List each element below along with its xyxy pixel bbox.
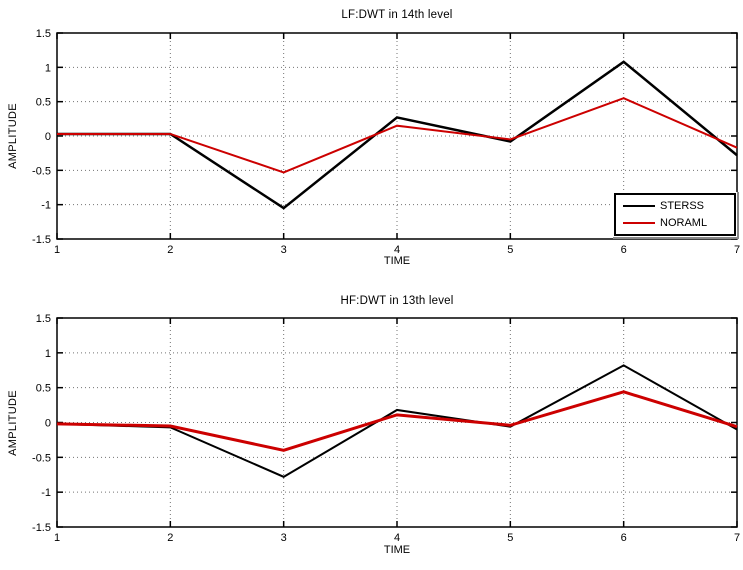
- svg-text:6: 6: [621, 532, 627, 544]
- svg-text:5: 5: [507, 244, 513, 256]
- svg-text:-1: -1: [41, 487, 51, 499]
- svg-text:1.5: 1.5: [36, 28, 51, 40]
- svg-text:0: 0: [45, 131, 51, 143]
- legend-label-noraml: NORAML: [660, 217, 708, 229]
- sterss-line-sample: [623, 204, 655, 208]
- svg-text:-1: -1: [41, 200, 51, 212]
- svg-text:1: 1: [54, 532, 60, 544]
- svg-text:0.5: 0.5: [36, 383, 51, 395]
- svg-text:6: 6: [621, 244, 627, 256]
- svg-text:1: 1: [54, 244, 60, 256]
- lf-plot-title: LF:DWT in 14th level: [341, 9, 453, 21]
- svg-text:0.5: 0.5: [36, 97, 51, 109]
- svg-text:5: 5: [507, 532, 513, 544]
- svg-text:1.5: 1.5: [36, 313, 51, 325]
- hf-x-axis-label: TIME: [383, 544, 411, 556]
- svg-text:-1.5: -1.5: [32, 522, 51, 534]
- lf-y-axis-label: AMPLITUDE: [7, 103, 19, 169]
- noraml-line-sample: [623, 222, 655, 224]
- subplot-hf-dwt: 1 2 3 4 5 6 7 1.5 1 0.5 0 -0.5 -1 -1.5 HF:DWT in 13th…: [0, 285, 743, 570]
- svg-text:4: 4: [394, 244, 400, 256]
- hf-y-axis-label: AMPLITUDE: [7, 390, 19, 456]
- svg-text:7: 7: [734, 244, 740, 256]
- lf-x-axis-label: TIME: [383, 255, 411, 267]
- subplot-lf-dwt: 1 2 3 4 5 6 7 1.5 1 0.5 0 -0.5 -1 -1.5 LF:DWT in 14th…: [7, 9, 740, 267]
- svg-text:-1.5: -1.5: [32, 234, 51, 246]
- hf-plot-canvas: 1 2 3 4 5 6 7 1.5 1 0.5 0 -0.5 -1 -1.5: [32, 313, 740, 544]
- svg-text:3: 3: [281, 244, 287, 256]
- lf-plot-canvas: 1 2 3 4 5 6 7 1.5 1 0.5 0 -0.5 -1 -1.5: [32, 28, 740, 256]
- svg-text:1: 1: [45, 62, 51, 74]
- svg-text:7: 7: [734, 532, 740, 544]
- legend-entry-sterss: STERSS: [623, 200, 727, 212]
- legend-entry-noraml: NORAML: [623, 217, 727, 229]
- legend-label-sterss: STERSS: [660, 200, 705, 212]
- svg-text:-0.5: -0.5: [32, 165, 51, 177]
- legend: STERSS NORAML: [614, 193, 736, 236]
- svg-text:1: 1: [45, 348, 51, 360]
- hf-plot-title: HF:DWT in 13th level: [340, 295, 454, 307]
- svg-text:3: 3: [281, 532, 287, 544]
- svg-text:2: 2: [167, 244, 173, 256]
- svg-text:4: 4: [394, 532, 400, 544]
- svg-text:2: 2: [167, 532, 173, 544]
- svg-text:0: 0: [45, 418, 51, 430]
- svg-text:-0.5: -0.5: [32, 452, 51, 464]
